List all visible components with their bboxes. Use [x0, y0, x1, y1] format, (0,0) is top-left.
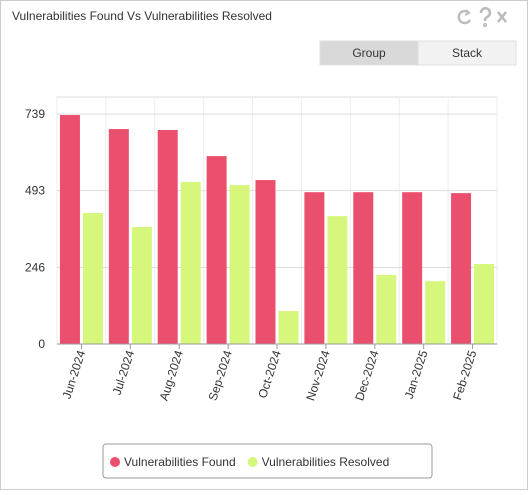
- y-tick-label: 493: [25, 184, 45, 198]
- help-icon[interactable]: [479, 7, 492, 28]
- bar: [304, 192, 325, 344]
- legend-marker: [247, 457, 258, 467]
- bar: [131, 227, 152, 344]
- close-icon[interactable]: [496, 11, 508, 23]
- y-tick-label: 739: [25, 107, 45, 121]
- legend-marker: [110, 457, 120, 467]
- bar: [108, 129, 129, 344]
- legend-label: Vulnerabilities Found: [124, 455, 236, 469]
- bar: [82, 213, 103, 344]
- legend-label: Vulnerabilities Resolved: [262, 455, 390, 469]
- bar: [278, 311, 299, 344]
- toggle-button[interactable]: [319, 40, 419, 66]
- bar: [255, 180, 276, 344]
- refresh-icon[interactable]: [457, 9, 472, 25]
- bar: [157, 129, 178, 344]
- toggle-button-label[interactable]: Group: [352, 46, 386, 60]
- bar: [353, 192, 374, 344]
- bar: [402, 192, 423, 344]
- toggle-button-label[interactable]: Stack: [452, 46, 483, 60]
- bar: [376, 274, 397, 344]
- bar: [180, 181, 201, 344]
- bar: [474, 264, 495, 344]
- toggle-button[interactable]: [417, 40, 517, 66]
- bar: [59, 115, 80, 345]
- bar: [229, 185, 250, 344]
- legend-box: [102, 443, 433, 479]
- chart-title: Vulnerabilities Found Vs Vulnerabilities…: [12, 9, 272, 23]
- bar: [327, 216, 348, 344]
- bar: [206, 156, 227, 344]
- y-tick-label: 0: [38, 337, 45, 351]
- bar: [451, 193, 472, 344]
- bar: [425, 281, 446, 344]
- y-tick-label: 246: [25, 260, 45, 274]
